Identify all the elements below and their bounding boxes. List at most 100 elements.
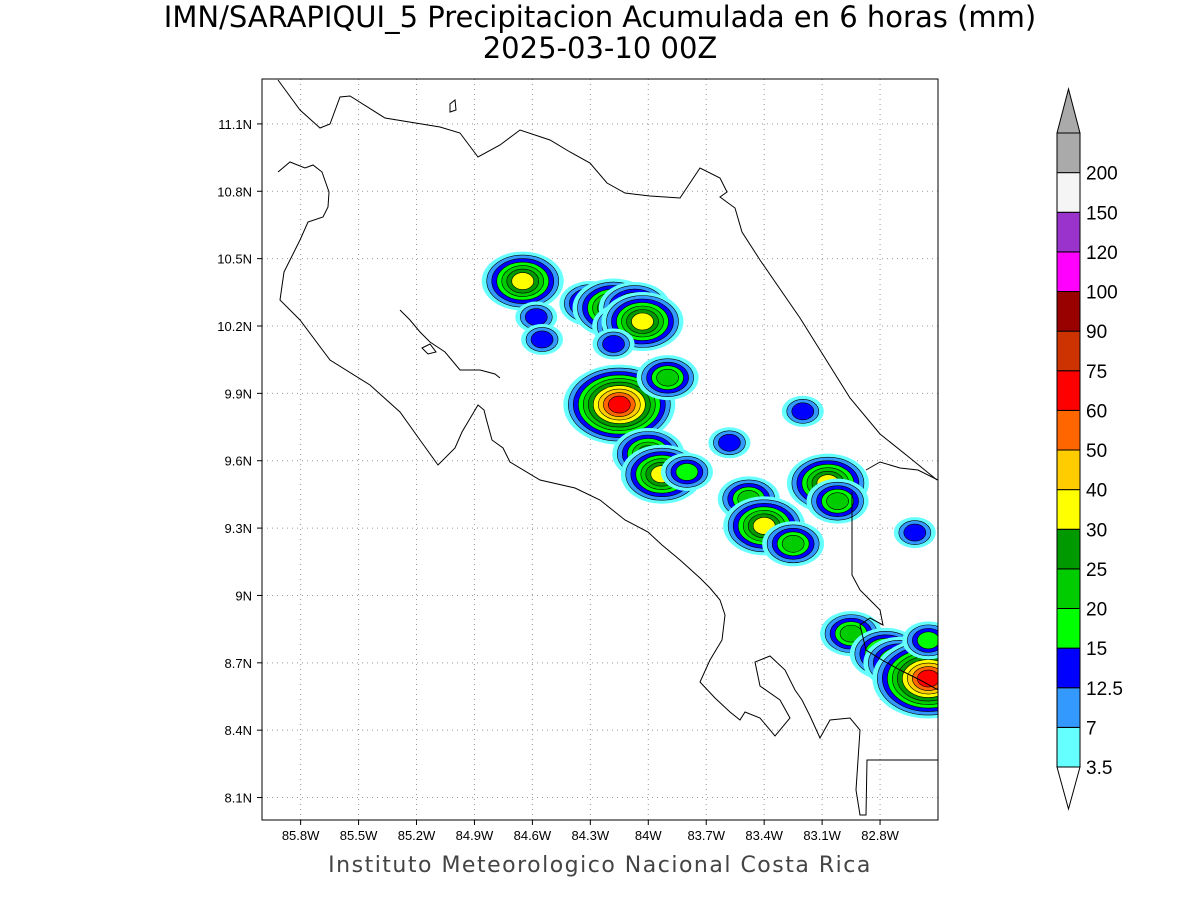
lat-tick-label: 10.2N [217, 319, 252, 334]
pacific-coast [277, 161, 938, 816]
colorbar-legend: 3.5 7 12.5 15 20 25 30 40 50 60 75 90 100 120 150 200 [1056, 87, 1123, 811]
precip-contour [631, 312, 654, 331]
precip-contour [781, 535, 805, 553]
precip-cell [902, 621, 938, 660]
precip-contour [903, 523, 927, 542]
lat-tick-label: 10.8N [217, 184, 252, 199]
precip-contour [608, 395, 631, 414]
colorbar-swatch [1056, 647, 1081, 689]
island-small-1 [421, 343, 437, 355]
lon-tick-label: 83.7W [687, 828, 725, 843]
precip-cell [481, 251, 564, 311]
precip-cell [893, 517, 936, 549]
lon-tick-label: 82.8W [861, 828, 899, 843]
caribbean-border [865, 461, 938, 481]
precip-contour [656, 368, 679, 387]
lat-tick-label: 10.5N [217, 252, 252, 267]
lon-tick-label: 84W [635, 828, 662, 843]
lon-tick-label: 85.8W [282, 828, 320, 843]
precip-cell [592, 328, 635, 360]
colorbar-level-label: 100 [1086, 283, 1118, 304]
colorbar-level-label: 50 [1086, 441, 1107, 462]
colorbar-swatch [1056, 568, 1081, 609]
lon-tick-label: 84.6W [514, 828, 552, 843]
costa-rica-outline [277, 79, 938, 481]
lat-tick-label: 8.1N [225, 791, 252, 806]
precip-cell [636, 355, 699, 401]
lon-tick-label: 85.5W [340, 828, 378, 843]
colorbar-swatch [1056, 330, 1081, 372]
lat-tick-label: 8.7N [225, 656, 252, 671]
latitude-tick-labels: 8.1N 8.4N 8.7N 9N 9.3N 9.6N 9.9N 10.2N 10.5N 10.8… [217, 117, 262, 806]
precip-contour [602, 335, 625, 353]
precip-cell [563, 364, 676, 445]
precip-cell [762, 521, 825, 567]
colorbar-swatch [1056, 409, 1081, 451]
colorbar-swatch [1056, 687, 1081, 728]
colorbar-swatch [1056, 370, 1081, 411]
colorbar-swatch [1056, 251, 1081, 292]
precip-cell [521, 323, 564, 355]
colorbar-level-label: 75 [1086, 362, 1107, 383]
lat-tick-label: 9N [235, 588, 252, 603]
precip-contour [530, 330, 554, 349]
colorbar-swatch [1056, 726, 1081, 768]
lon-tick-label: 84.9W [456, 828, 494, 843]
colorbar-swatch [1056, 172, 1081, 213]
colorbar-level-label: 25 [1086, 560, 1107, 581]
chart-title: IMN/SARAPIQUI_5 Precipitacion Acumulada … [0, 2, 1200, 64]
longitude-tick-labels: 85.8W 85.5W 85.2W 84.9W 84.6W 84.3W 84W 83.7W 83… [282, 820, 900, 843]
colorbar-swatch [1056, 211, 1081, 253]
colorbar-level-label: 150 [1086, 203, 1118, 224]
nicoya-gulf-islands [399, 309, 501, 379]
precipitation-layer [481, 251, 938, 719]
lon-tick-label: 85.2W [398, 828, 436, 843]
precip-contour [826, 492, 849, 510]
precip-contour [511, 272, 535, 290]
colorbar-level-label: 7 [1086, 718, 1097, 739]
precip-contour [675, 463, 699, 481]
colorbar-level-label: 60 [1086, 401, 1107, 422]
colorbar-level-label: 15 [1086, 639, 1107, 660]
precip-contour [791, 402, 815, 421]
colorbar-level-label: 20 [1086, 600, 1107, 621]
lon-tick-label: 83.1W [803, 828, 841, 843]
precip-contour [524, 308, 548, 326]
colorbar-level-label: 200 [1086, 164, 1118, 185]
lat-tick-label: 9.3N [225, 521, 252, 536]
lat-tick-label: 11.1N [218, 117, 252, 132]
lon-tick-label: 83.4W [745, 828, 783, 843]
precip-cell [806, 478, 869, 524]
coastline-layer [277, 79, 938, 816]
island-small-2 [449, 99, 457, 113]
colorbar-max-arrow [1056, 87, 1081, 134]
panama-border [851, 492, 938, 691]
precip-contour [718, 433, 741, 452]
lon-tick-label: 84.3W [572, 828, 610, 843]
lat-tick-label: 8.4N [225, 723, 252, 738]
colorbar-swatch [1056, 489, 1081, 530]
lat-tick-label: 9.6N [225, 454, 252, 469]
colorbar-swatch [1056, 291, 1081, 332]
colorbar-level-label: 30 [1086, 520, 1107, 541]
title-line-1: IMN/SARAPIQUI_5 Precipitacion Acumulada … [163, 0, 1037, 34]
precip-cell [660, 452, 713, 491]
precip-contour [917, 631, 938, 650]
colorbar-level-label: 3.5 [1086, 758, 1112, 779]
colorbar-level-label: 12.5 [1086, 679, 1123, 700]
colorbar-swatch [1056, 132, 1081, 174]
title-line-2: 2025-03-10 00Z [482, 31, 718, 65]
colorbar-level-label: 40 [1086, 481, 1107, 502]
colorbar-level-label: 90 [1086, 322, 1107, 343]
colorbar-min-arrow [1056, 766, 1081, 811]
precip-cell [708, 427, 751, 459]
map-background [262, 79, 938, 820]
colorbar-swatch [1056, 608, 1081, 649]
credit-text: Instituto Meteorologico Nacional Costa R… [328, 853, 872, 878]
precip-cell [781, 395, 824, 427]
colorbar-level-label: 120 [1086, 243, 1118, 264]
colorbar-swatch [1056, 528, 1081, 570]
colorbar-swatch [1056, 449, 1081, 491]
map-frame [261, 78, 939, 821]
